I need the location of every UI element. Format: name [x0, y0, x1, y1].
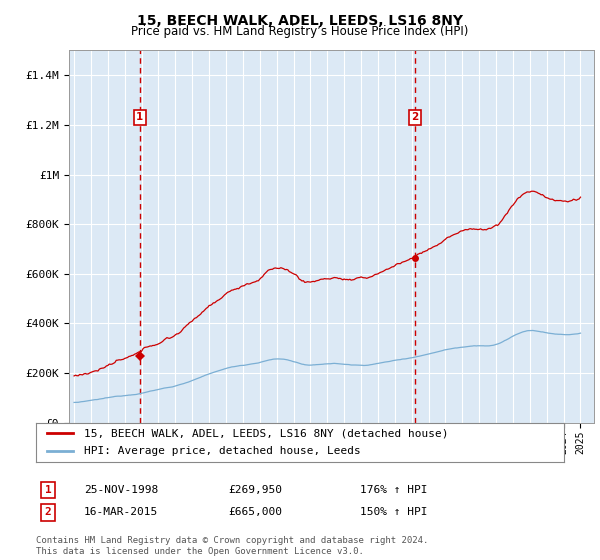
- Text: 15, BEECH WALK, ADEL, LEEDS, LS16 8NY: 15, BEECH WALK, ADEL, LEEDS, LS16 8NY: [137, 14, 463, 28]
- Text: 150% ↑ HPI: 150% ↑ HPI: [360, 507, 427, 517]
- Text: 1: 1: [136, 113, 143, 123]
- Text: £665,000: £665,000: [228, 507, 282, 517]
- Text: £269,950: £269,950: [228, 485, 282, 495]
- Text: 15, BEECH WALK, ADEL, LEEDS, LS16 8NY (detached house): 15, BEECH WALK, ADEL, LEEDS, LS16 8NY (d…: [83, 428, 448, 438]
- Text: 25-NOV-1998: 25-NOV-1998: [84, 485, 158, 495]
- Text: 16-MAR-2015: 16-MAR-2015: [84, 507, 158, 517]
- Text: 1: 1: [44, 485, 52, 495]
- Text: 2: 2: [412, 113, 419, 123]
- Text: 176% ↑ HPI: 176% ↑ HPI: [360, 485, 427, 495]
- Text: 2: 2: [44, 507, 52, 517]
- Text: Price paid vs. HM Land Registry’s House Price Index (HPI): Price paid vs. HM Land Registry’s House …: [131, 25, 469, 38]
- Text: Contains HM Land Registry data © Crown copyright and database right 2024.
This d: Contains HM Land Registry data © Crown c…: [36, 536, 428, 556]
- Text: HPI: Average price, detached house, Leeds: HPI: Average price, detached house, Leed…: [83, 446, 360, 456]
